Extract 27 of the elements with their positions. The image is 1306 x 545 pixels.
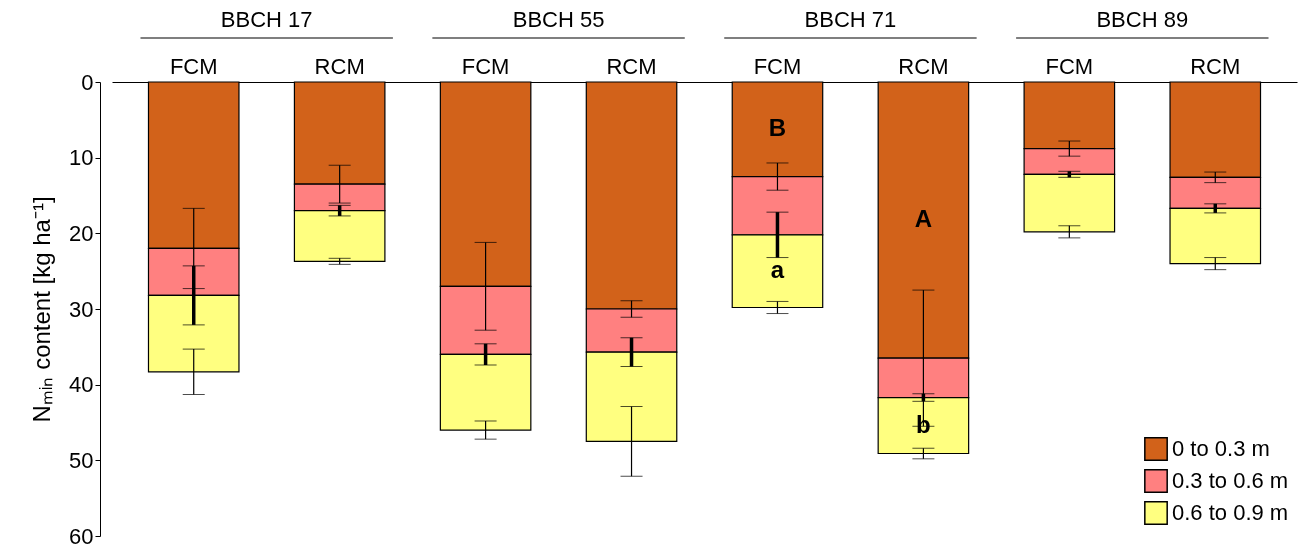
x-tick-label: FCM	[461, 53, 510, 79]
text: BBCH 55	[512, 7, 605, 32]
x-tick-label: RCM	[1190, 53, 1241, 79]
y-tick-label: 40	[69, 372, 94, 398]
x-tick-label: FCM	[753, 53, 802, 79]
legend-label: 0.3 to 0.6 m	[1172, 468, 1289, 493]
x-tick-label: FCM	[169, 53, 218, 79]
text: BBCH 71	[804, 7, 897, 32]
text: BBCH 89	[1096, 7, 1189, 32]
x-tick-label: RCM	[314, 53, 365, 79]
annotation: B	[768, 114, 787, 142]
text: BBCH 17	[220, 7, 313, 32]
y-tick-label: 50	[69, 447, 94, 473]
x-tick-label: RCM	[606, 53, 657, 79]
y-tick-label: 10	[69, 145, 94, 171]
y-tick-label: 20	[69, 220, 94, 246]
annotation: A	[914, 205, 933, 233]
x-tick-label: FCM	[1045, 53, 1094, 79]
legend-label: 0 to 0.3 m	[1172, 436, 1270, 461]
y-tick-label: 30	[69, 296, 94, 322]
y-tick-label: 60	[69, 523, 94, 545]
x-tick-label: RCM	[898, 53, 949, 79]
y-tick-label: 0	[81, 69, 94, 95]
legend-label: 0.6 to 0.9 m	[1172, 500, 1289, 525]
annotation: a	[770, 256, 785, 284]
annotation: b	[916, 410, 931, 438]
y-axis-title: Nₘᵢₙ content [kg ha⁻¹]	[28, 196, 56, 423]
